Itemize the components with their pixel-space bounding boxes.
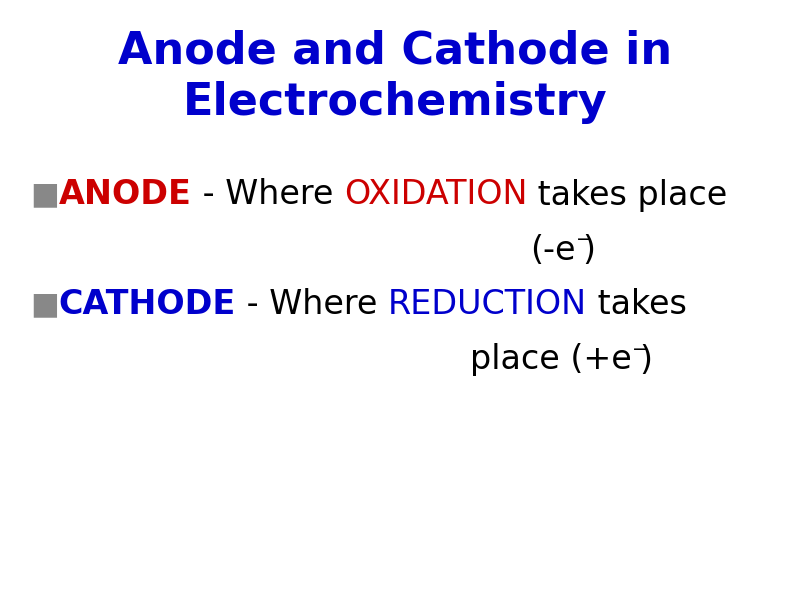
Text: ANODE: ANODE — [59, 178, 191, 211]
Text: OXIDATION: OXIDATION — [344, 178, 528, 211]
Text: CATHODE: CATHODE — [59, 289, 237, 322]
Text: −: − — [576, 230, 592, 250]
Text: REDUCTION: REDUCTION — [388, 289, 587, 322]
Text: (-e: (-e — [530, 233, 576, 267]
Text: ): ) — [583, 233, 596, 267]
Text: place (+e: place (+e — [470, 343, 632, 376]
Text: ■: ■ — [30, 290, 59, 320]
Text: ): ) — [639, 343, 652, 376]
Text: - Where: - Where — [191, 178, 344, 211]
Text: - Where: - Where — [237, 289, 388, 322]
Text: Anode and Cathode in
Electrochemistry: Anode and Cathode in Electrochemistry — [119, 30, 672, 124]
Text: takes place: takes place — [528, 178, 728, 211]
Text: takes: takes — [587, 289, 687, 322]
Text: −: − — [632, 340, 648, 359]
Text: ■: ■ — [30, 180, 59, 209]
